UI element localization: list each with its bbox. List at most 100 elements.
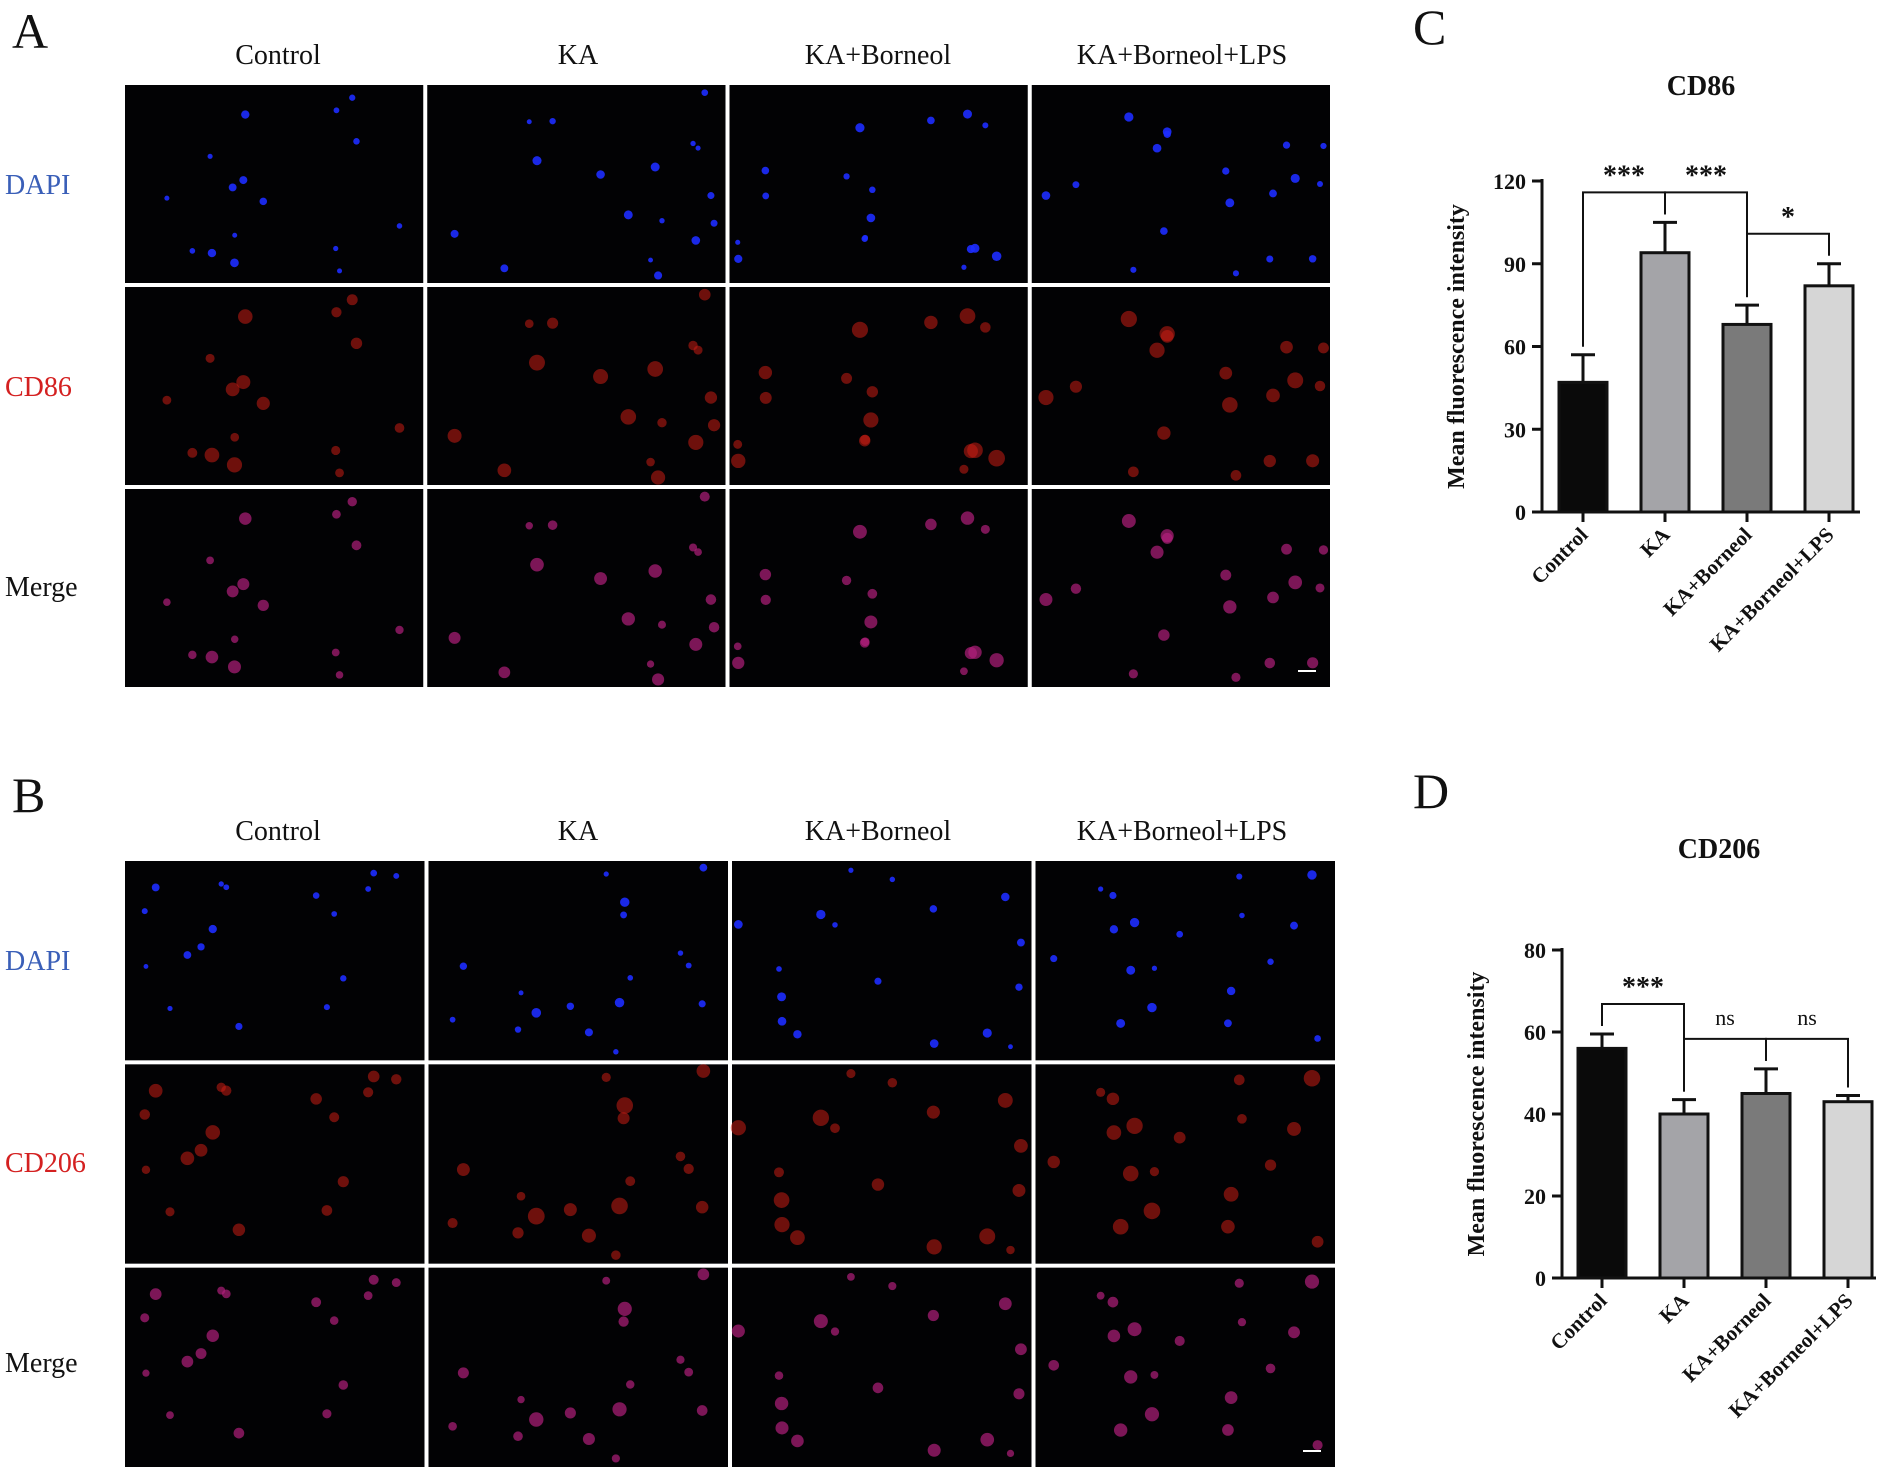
chart-c-significance-label-2: * <box>1781 202 1795 233</box>
panel-a-micrograph-dapi-col-3 <box>1031 85 1330 283</box>
panel-b-cell-merge-1-11 <box>602 1276 611 1285</box>
panel-a-cell-dapi-0-15 <box>259 197 268 206</box>
panel-a-cell-dapi-2-11 <box>862 234 869 241</box>
panel-a-cell-dapi-3-7 <box>1266 255 1274 263</box>
chart-c-cd86: CD86 Mean fluorescence intensity 0 30 60 90 12… <box>1420 55 1890 715</box>
panel-a-cell-dapi-1-7 <box>654 271 663 280</box>
panel-b-cell-merge-1-15 <box>612 1402 627 1417</box>
panel-a-cell-dapi-2-9 <box>866 213 876 223</box>
chart-d-bar-3 <box>1822 1100 1874 1280</box>
panel-b-cell-merge-3-14 <box>1113 1423 1128 1437</box>
chart-c-ylabel: Mean fluorescence intensity <box>1444 204 1470 489</box>
panel-a-cell-marker-2-16 <box>759 391 772 404</box>
panel-a-cell-marker-2-14 <box>988 449 1005 467</box>
panel-b-cell-marker-2-4 <box>1014 1139 1028 1153</box>
panel-b-cell-dapi-0-0 <box>151 883 160 892</box>
panel-a-cell-merge-0-13 <box>205 650 219 664</box>
panel-b-cell-marker-0-13 <box>139 1109 151 1120</box>
panel-a-cell-merge-3-13 <box>1158 629 1170 641</box>
panel-a-cell-marker-3-14 <box>1287 372 1304 389</box>
panel-a-cell-dapi-2-14 <box>991 251 1002 261</box>
panel-a-cell-merge-3-3 <box>1267 591 1279 604</box>
panel-b-cell-merge-1-12 <box>564 1407 576 1419</box>
panel-a-cell-marker-1-0 <box>447 428 462 443</box>
panel-a-cell-marker-2-7 <box>959 464 969 474</box>
panel-a-cell-merge-1-3 <box>657 620 667 629</box>
panel-b-micrograph-dapi-col-0 <box>125 861 425 1061</box>
panel-b-cell-marker-1-8 <box>581 1228 596 1243</box>
panel-b-cell-merge-3-11 <box>1234 1278 1244 1288</box>
panel-a-cell-dapi-3-1 <box>1222 167 1230 175</box>
panel-a-cell-marker-3-17 <box>1069 380 1082 393</box>
panel-a-col-header-control: Control <box>235 40 321 71</box>
panel-a-micrograph-dapi-col-2 <box>729 85 1028 283</box>
panel-b-cell-marker-1-7 <box>696 1064 711 1078</box>
panel-b-micrograph-merge-col-3-bg <box>1035 1267 1335 1467</box>
panel-a-cell-dapi-1-11 <box>690 140 696 147</box>
panel-a-cell-marker-2-9 <box>863 412 879 428</box>
panel-b-cell-merge-0-9 <box>233 1427 245 1439</box>
panel-b-cell-merge-2-4 <box>1015 1343 1027 1356</box>
panel-b-cell-dapi-2-11 <box>776 966 782 972</box>
panel-b-cell-dapi-2-8 <box>848 867 854 873</box>
panel-a-cell-dapi-2-3 <box>963 109 972 119</box>
panel-a-cell-merge-1-7 <box>651 673 665 686</box>
panel-a-cell-merge-1-10 <box>648 564 662 578</box>
panel-a-micrograph-svg <box>125 85 1330 687</box>
panel-b-micrograph-marker-col-1 <box>428 1064 728 1264</box>
panel-a-cell-merge-2-16 <box>760 594 771 606</box>
chart-d-significance-label-1: ns <box>1715 1005 1735 1030</box>
panel-a-micrograph-marker-col-0 <box>125 287 424 485</box>
panel-a-cell-dapi-1-8 <box>710 219 718 227</box>
panel-b-cell-dapi-1-5 <box>627 975 634 981</box>
panel-a-cell-dapi-3-17 <box>1072 181 1080 189</box>
panel-a-micrograph-dapi-col-0-bg <box>125 85 424 283</box>
panel-b-cell-merge-3-7 <box>1312 1440 1323 1451</box>
chart-c-svg: CD86 Mean fluorescence intensity 0 30 60 90 12… <box>1444 71 1860 656</box>
panel-a-cell-marker-2-0 <box>980 322 991 333</box>
panel-a-cell-marker-0-6 <box>238 309 253 324</box>
panel-a-cell-marker-1-14 <box>693 345 703 355</box>
panel-a-cell-merge-1-12 <box>699 491 710 502</box>
panel-a-cell-marker-0-1 <box>331 445 341 456</box>
panel-b-cell-merge-2-0 <box>927 1443 941 1457</box>
panel-a-cell-dapi-2-6 <box>855 123 865 133</box>
panel-a-cell-dapi-1-3 <box>659 218 665 224</box>
panel-b-cell-dapi-0-13 <box>141 908 148 915</box>
panel-a-micrograph-merge-col-0-bg <box>125 489 424 687</box>
panel-b-cell-dapi-0-16 <box>208 924 217 934</box>
panel-b-col-header-ka-borneol: KA+Borneol <box>804 816 952 847</box>
panel-a-cell-marker-3-15 <box>1314 380 1326 392</box>
panel-b-cell-merge-3-5 <box>1150 1370 1159 1379</box>
panel-a-cell-merge-1-0 <box>448 631 461 644</box>
panel-b-cell-marker-3-9 <box>1047 1155 1060 1169</box>
panel-a-micrograph-merge-col-3-bg <box>1031 489 1330 687</box>
panel-b-cell-merge-2-5 <box>888 1281 897 1291</box>
panel-a-cell-marker-1-16 <box>646 457 655 467</box>
panel-b-cell-dapi-3-3 <box>1290 921 1298 930</box>
chart-d-ylabel: Mean fluorescence intensity <box>1464 972 1490 1257</box>
panel-b-cell-merge-2-15 <box>774 1396 789 1411</box>
panel-a-micrograph-dapi-col-3-bg <box>1031 85 1330 283</box>
chart-c-bar-0 <box>1557 380 1609 514</box>
panel-b-cell-merge-3-8 <box>1107 1296 1119 1308</box>
panel-a-cell-dapi-2-7 <box>961 264 967 270</box>
panel-b-cell-marker-1-6 <box>616 1097 634 1114</box>
panel-a-micrograph-grid <box>125 85 1330 687</box>
panel-a-cell-marker-0-11 <box>230 432 240 442</box>
panel-a-cell-merge-0-12 <box>188 650 197 660</box>
panel-a-cell-dapi-2-15 <box>869 186 876 194</box>
panel-b-cell-marker-2-11 <box>774 1167 784 1178</box>
panel-b-cell-marker-1-9 <box>695 1200 709 1214</box>
panel-b-cell-merge-0-12 <box>338 1380 349 1390</box>
panel-b-cell-dapi-3-0 <box>1176 930 1184 938</box>
chart-d-bar-0 <box>1576 1046 1628 1280</box>
panel-a-cell-dapi-1-9 <box>691 236 701 245</box>
panel-a-cell-dapi-3-15 <box>1316 180 1323 187</box>
chart-d-cd206: CD206 Mean fluorescence intensity 0 20 40 60 8… <box>1440 828 1890 1458</box>
panel-b-cell-dapi-3-9 <box>1050 955 1058 963</box>
panel-a-cell-dapi-2-1 <box>734 254 743 263</box>
panel-b-cell-merge-3-17 <box>1107 1329 1121 1343</box>
panel-a-cell-marker-1-5 <box>497 463 512 478</box>
panel-a-cell-marker-3-5 <box>1306 454 1320 468</box>
